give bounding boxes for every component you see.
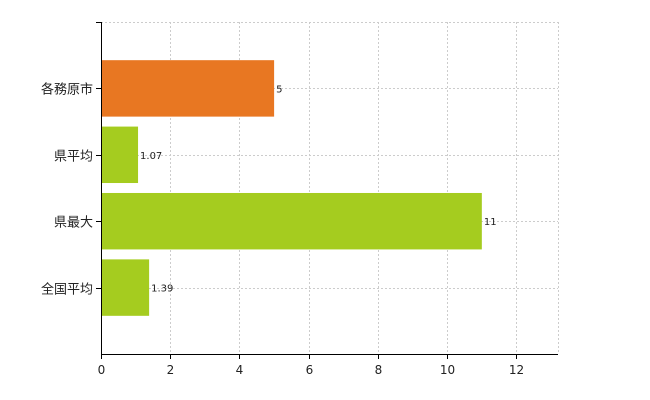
y-category-label: 県最大 xyxy=(54,216,93,231)
x-tick-label: 10 xyxy=(440,363,455,377)
bars xyxy=(101,60,482,316)
y-category-label: 全国平均 xyxy=(41,282,93,298)
bar xyxy=(101,259,150,316)
data-label: 5 xyxy=(276,84,282,95)
x-tick-label: 2 xyxy=(167,363,175,377)
data-label: 1.39 xyxy=(151,284,173,295)
y-category-label: 県平均 xyxy=(54,150,93,165)
x-tick-label: 6 xyxy=(306,363,314,377)
x-tick-label: 0 xyxy=(98,363,106,377)
bar xyxy=(101,126,139,184)
axes xyxy=(96,22,558,359)
data-label: 1.07 xyxy=(140,151,162,162)
bar xyxy=(101,192,482,250)
data-label: 11 xyxy=(484,217,497,228)
x-tick-label: 4 xyxy=(236,363,244,377)
y-category-label: 各務原市 xyxy=(41,82,93,98)
x-tick-label: 12 xyxy=(509,363,524,377)
x-tick-label: 8 xyxy=(375,363,383,377)
bar xyxy=(101,60,275,117)
